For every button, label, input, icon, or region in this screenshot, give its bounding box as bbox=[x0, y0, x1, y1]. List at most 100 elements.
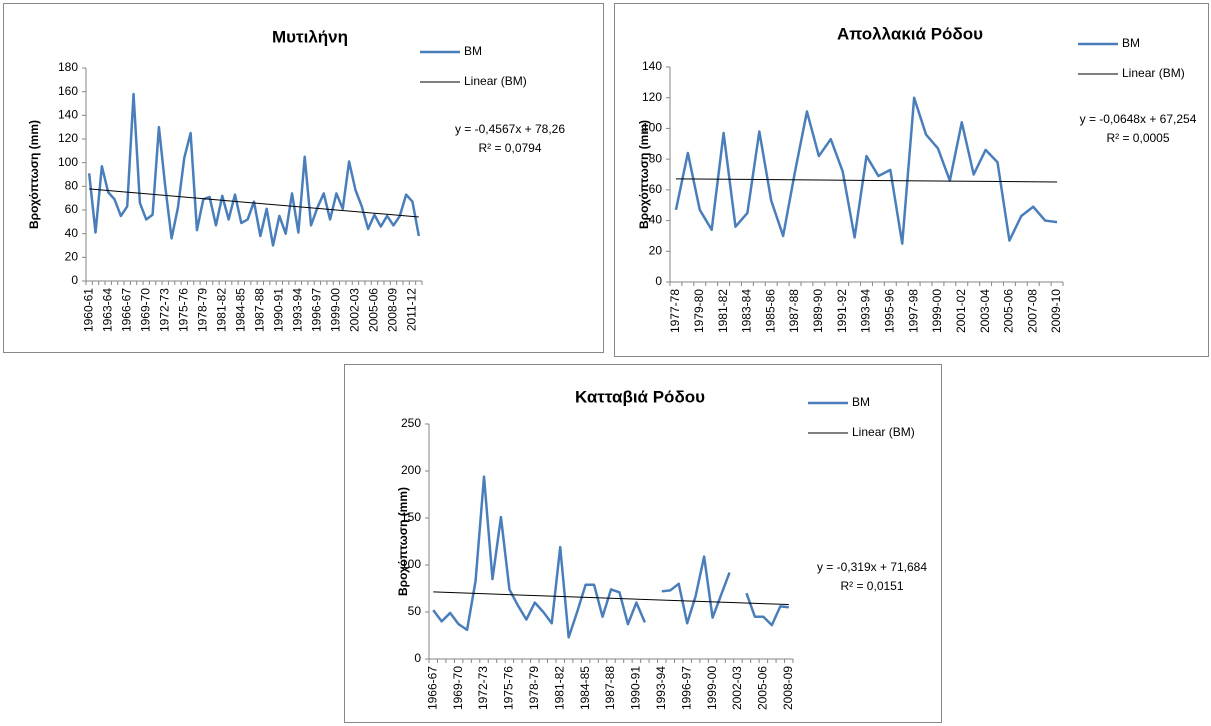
x-tick-label: 1966-67 bbox=[119, 288, 133, 332]
x-tick-label: 2005-06 bbox=[1002, 289, 1016, 333]
trend-r-squared: R² = 0,0151 bbox=[840, 579, 903, 593]
trend-equation: y = -0,319x + 71,684 bbox=[817, 560, 927, 574]
chart-frame bbox=[344, 364, 942, 723]
y-tick-label: 120 bbox=[642, 90, 662, 104]
trend-line bbox=[89, 188, 419, 218]
y-tick-label: 0 bbox=[655, 274, 662, 288]
chart: Απολλακιά Ρόδου Βροχόπτωση (mm) 0 20 40 60 80 1… bbox=[614, 3, 1209, 357]
y-tick-label: 100 bbox=[642, 121, 662, 135]
y-axis-label: Βροχόπτωση (mm) bbox=[396, 487, 410, 596]
x-tick-label: 1999-00 bbox=[705, 666, 719, 710]
y-tick-label: 120 bbox=[58, 131, 78, 145]
chart-title: Κατταβιά Ρόδου bbox=[575, 387, 705, 406]
x-tick-label: 1984-85 bbox=[233, 288, 247, 332]
y-tick-label: 140 bbox=[642, 59, 662, 73]
x-tick-label: 2003-04 bbox=[978, 289, 992, 333]
legend-label: Linear (BM) bbox=[464, 74, 527, 88]
chart-frame bbox=[614, 3, 1209, 357]
data-line bbox=[432, 475, 789, 639]
trend-r-squared: R² = 0,0794 bbox=[478, 141, 541, 155]
y-tick-label: 80 bbox=[65, 179, 79, 193]
y-tick-label: 180 bbox=[58, 60, 78, 74]
legend-label: BM bbox=[1122, 36, 1140, 50]
x-tick-label: 1999-00 bbox=[329, 288, 343, 332]
x-tick-label: 1969-70 bbox=[451, 666, 465, 710]
x-tick-label: 1969-70 bbox=[138, 288, 152, 332]
chart-title: Απολλακιά Ρόδου bbox=[837, 24, 983, 43]
y-tick-label: 60 bbox=[649, 182, 663, 196]
x-tick-label: 1995-96 bbox=[882, 289, 896, 333]
x-tick-label: 1993-94 bbox=[654, 666, 668, 710]
x-tick-label: 1975-76 bbox=[502, 666, 516, 710]
y-tick-label: 250 bbox=[401, 416, 421, 430]
chart-title: Μυτιλήνη bbox=[272, 27, 348, 46]
y-tick-label: 20 bbox=[649, 243, 663, 257]
chart: Κατταβιά Ρόδου Βροχόπτωση (mm) 0 50 100 150 20… bbox=[344, 364, 942, 723]
y-tick-label: 80 bbox=[649, 151, 663, 165]
legend-label: Linear (BM) bbox=[852, 425, 915, 439]
x-tick-label: 1991-92 bbox=[835, 289, 849, 333]
x-tick-label: 2011-12 bbox=[405, 288, 419, 331]
x-tick-label: 1981-82 bbox=[552, 666, 566, 710]
data-line bbox=[87, 92, 421, 247]
data-line bbox=[674, 96, 1058, 245]
x-tick-label: 1963-64 bbox=[100, 288, 114, 332]
x-tick-label: 2005-06 bbox=[367, 288, 381, 332]
x-tick-label: 1972-73 bbox=[157, 288, 171, 332]
x-tick-label: 1993-94 bbox=[859, 289, 873, 333]
x-tick-label: 1990-91 bbox=[629, 666, 643, 710]
x-tick-label: 1996-97 bbox=[310, 288, 324, 332]
y-tick-label: 200 bbox=[401, 463, 421, 477]
x-tick-label: 1981-82 bbox=[716, 289, 730, 333]
x-tick-label: 1989-90 bbox=[811, 289, 825, 333]
x-tick-label: 2007-08 bbox=[1025, 289, 1039, 333]
x-tick-label: 1987-88 bbox=[253, 288, 267, 332]
x-tick-label: 1999-00 bbox=[930, 289, 944, 333]
y-tick-label: 60 bbox=[65, 202, 79, 216]
y-tick-label: 160 bbox=[58, 84, 78, 98]
x-tick-label: 2002-03 bbox=[348, 288, 362, 332]
y-tick-label: 150 bbox=[401, 510, 421, 524]
x-tick-label: 2008-09 bbox=[386, 288, 400, 332]
x-tick-label: 1987-88 bbox=[603, 666, 617, 710]
x-tick-label: 2008-09 bbox=[781, 666, 795, 710]
x-tick-label: 2001-02 bbox=[954, 289, 968, 333]
y-tick-label: 100 bbox=[401, 557, 421, 571]
y-tick-label: 0 bbox=[414, 651, 421, 665]
x-tick-label: 1990-91 bbox=[272, 288, 286, 332]
y-tick-label: 20 bbox=[65, 250, 79, 264]
x-tick-label: 1975-76 bbox=[176, 288, 190, 332]
x-tick-label: 1979-80 bbox=[692, 289, 706, 333]
x-tick-label: 1985-86 bbox=[763, 289, 777, 333]
x-tick-label: 1997-98 bbox=[906, 289, 920, 333]
legend-label: Linear (BM) bbox=[1122, 66, 1185, 80]
y-tick-label: 140 bbox=[58, 108, 78, 122]
x-tick-label: 1978-79 bbox=[195, 288, 209, 332]
y-tick-label: 40 bbox=[649, 213, 663, 227]
legend-label: BM bbox=[464, 44, 482, 58]
x-tick-label: 2009-10 bbox=[1049, 289, 1063, 333]
chart: Μυτιλήνη Βροχόπτωση (mm) 0 20 40 60 80 100 120 14… bbox=[3, 3, 604, 353]
x-tick-label: 1960-61 bbox=[81, 288, 95, 332]
trend-equation: y = -0,0648x + 67,254 bbox=[1080, 112, 1197, 126]
trend-line bbox=[433, 591, 789, 606]
x-tick-label: 1977-78 bbox=[668, 289, 682, 333]
y-tick-label: 100 bbox=[58, 155, 78, 169]
x-tick-label: 1984-85 bbox=[578, 666, 592, 710]
x-tick-label: 1983-84 bbox=[740, 289, 754, 333]
x-tick-label: 1966-67 bbox=[425, 666, 439, 710]
trend-line bbox=[675, 178, 1058, 183]
x-tick-label: 2005-06 bbox=[756, 666, 770, 710]
x-tick-label: 1978-79 bbox=[527, 666, 541, 710]
trend-r-squared: R² = 0,0005 bbox=[1106, 131, 1169, 145]
y-tick-label: 50 bbox=[408, 604, 422, 618]
x-tick-label: 1996-97 bbox=[679, 666, 693, 710]
y-axis-label: Βροχόπτωση (mm) bbox=[637, 120, 651, 229]
y-axis-label: Βροχόπτωση (mm) bbox=[27, 120, 41, 229]
x-tick-label: 1972-73 bbox=[476, 666, 490, 710]
x-tick-label: 2002-03 bbox=[730, 666, 744, 710]
x-tick-label: 1987-88 bbox=[787, 289, 801, 333]
x-tick-label: 1981-82 bbox=[214, 288, 228, 332]
